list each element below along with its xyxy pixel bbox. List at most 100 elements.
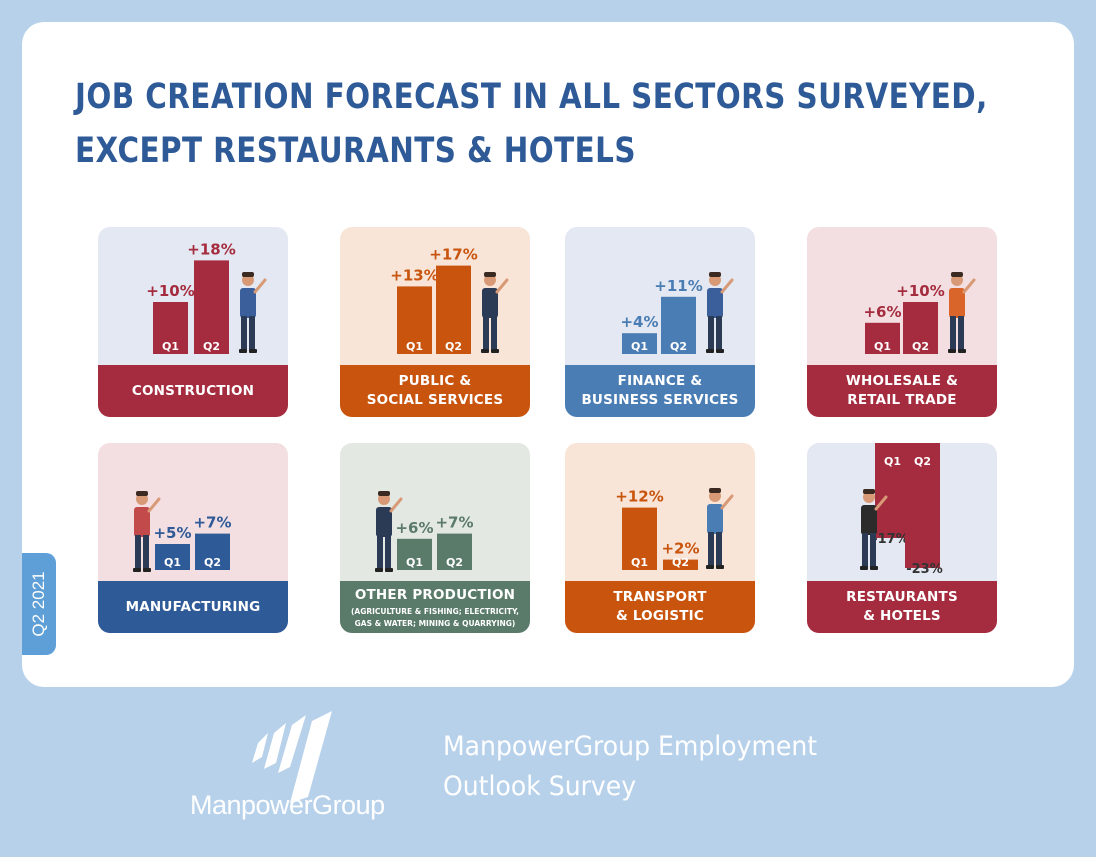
bar-value-label: +5% xyxy=(153,524,191,542)
sector-bar-chart: Q1 +6% Q2 +7% xyxy=(375,491,474,572)
survey-line-1: ManpowerGroup Employment xyxy=(443,731,818,762)
sector-tile: Q1 +6% Q2 +7% OTHER PRODUCTION (AGRICULTURE &… xyxy=(340,443,530,633)
bar-category-label: Q2 xyxy=(204,556,221,569)
bar-value-label: +17% xyxy=(429,246,477,264)
sector-tile: Q1 +5% Q2 +7% MANUFACTURING xyxy=(98,443,288,633)
bar-category-label: Q1 xyxy=(631,556,648,569)
title-line-2: EXCEPT RESTAURANTS & HOTELS xyxy=(75,131,636,171)
sector-label-band: TRANSPORT & LOGISTIC xyxy=(565,581,755,633)
seated-shopper-icon xyxy=(948,272,976,353)
sector-label-band: OTHER PRODUCTION (AGRICULTURE & FISHING; … xyxy=(340,581,530,633)
businesswoman-icon xyxy=(706,272,734,353)
bar-q1 xyxy=(155,544,190,570)
sector-bar-chart: Q1 +5% Q2 +7% xyxy=(133,491,232,572)
sector-name: RETAIL TRADE xyxy=(847,392,957,408)
sector-bar-chart: Q1 +6% Q2 +10% xyxy=(863,272,976,354)
bar-category-label: Q1 xyxy=(164,556,181,569)
period-tab: Q2 2021 xyxy=(22,553,56,655)
bar-value-label: +12% xyxy=(615,488,663,506)
manpowergroup-logo-icon xyxy=(252,711,332,803)
factory-worker-icon xyxy=(133,491,161,572)
sector-name: RESTAURANTS xyxy=(846,589,958,605)
brand-name: ManpowerGroup xyxy=(190,790,385,820)
period-label: Q2 2021 xyxy=(29,571,48,637)
sector-name: SOCIAL SERVICES xyxy=(366,392,504,408)
bar-value-label: +7% xyxy=(193,514,231,532)
courier-icon xyxy=(706,488,734,569)
title-line-1: JOB CREATION FORECAST IN ALL SECTORS SUR… xyxy=(75,77,988,117)
sector-label-band: WHOLESALE & RETAIL TRADE xyxy=(807,365,997,417)
sector-name: TRANSPORT xyxy=(613,589,707,605)
page-title: JOB CREATION FORECAST IN ALL SECTORS SUR… xyxy=(75,70,988,178)
sector-tile: Q1 +12% Q2 +2% TRANSPORT & LOGISTIC xyxy=(565,443,755,633)
sector-tile: Q1 +13% Q2 +17% PUBLIC & SOCIAL SERVICES xyxy=(340,227,530,417)
bar-q2 xyxy=(194,260,229,354)
sector-subtitle: (AGRICULTURE & FISHING; ELECTRICITY, xyxy=(350,606,520,616)
bar-value-label: +13% xyxy=(390,266,438,284)
bar-q1 xyxy=(875,443,910,538)
waiter-icon xyxy=(860,489,888,570)
bar-q1 xyxy=(622,507,657,570)
sector-name: WHOLESALE & xyxy=(845,373,959,389)
sector-tile: Q1 +10% Q2 +18% CONSTRUCTION xyxy=(98,227,288,417)
bar-q2 xyxy=(905,443,940,568)
sector-label-band: RESTAURANTS & HOTELS xyxy=(807,581,997,633)
bar-value-label: +2% xyxy=(661,540,699,558)
sector-name: PUBLIC & xyxy=(398,373,472,389)
farmer-icon xyxy=(375,491,403,572)
survey-title: ManpowerGroup Employment Outlook Survey xyxy=(443,727,817,807)
bar-value-label: +6% xyxy=(863,303,901,321)
bar-category-label: Q2 xyxy=(914,455,931,468)
bar-q1 xyxy=(865,322,900,354)
bar-q2 xyxy=(661,296,696,354)
sector-label-band: FINANCE & BUSINESS SERVICES xyxy=(565,365,755,417)
sector-name: BUSINESS SERVICES xyxy=(581,392,739,408)
bar-q1 xyxy=(397,538,432,570)
sector-subtitle: GAS & WATER; MINING & QUARRYING) xyxy=(354,618,516,628)
bar-category-label: Q1 xyxy=(631,340,648,353)
bar-category-label: Q2 xyxy=(445,340,462,353)
bar-value-label: +10% xyxy=(896,282,944,300)
sector-bar-chart: Q1 +13% Q2 +17% xyxy=(390,246,509,354)
bar-q2 xyxy=(663,559,698,570)
bar-q2 xyxy=(195,533,230,570)
bar-value-label: -23% xyxy=(906,562,943,577)
sector-tile: Q1 +6% Q2 +10% WHOLESALE & RETAIL TRADE xyxy=(807,227,997,417)
sector-bar-chart: Q1 +10% Q2 +18% xyxy=(146,240,267,354)
bar-q2 xyxy=(903,302,938,354)
sector-name: OTHER PRODUCTION xyxy=(354,586,516,603)
bar-category-label: Q1 xyxy=(884,455,901,468)
sector-name: FINANCE & xyxy=(617,373,703,389)
bar-value-label: +6% xyxy=(395,519,433,537)
bar-category-label: Q2 xyxy=(672,556,689,569)
bar-value-label: +4% xyxy=(620,313,658,331)
bar-value-label: +18% xyxy=(187,240,235,258)
bar-value-label: -17% xyxy=(872,532,909,547)
sector-bar-chart: Q1 +4% Q2 +11% xyxy=(620,272,734,354)
bar-value-label: +10% xyxy=(146,282,194,300)
sector-tile: Q1 -17% Q2 -23% RESTAURANTS & HOTELS xyxy=(807,443,997,633)
sector-name: MANUFACTURING xyxy=(125,598,261,615)
sector-label-band: MANUFACTURING xyxy=(98,581,288,633)
bar-q1 xyxy=(622,333,657,354)
bar-q2 xyxy=(437,533,472,570)
speaker-at-podium-icon xyxy=(481,272,509,353)
sector-name: CONSTRUCTION xyxy=(131,382,255,399)
bar-category-label: Q1 xyxy=(874,340,891,353)
bar-category-label: Q2 xyxy=(203,340,220,353)
bar-q2 xyxy=(436,265,471,354)
bar-q1 xyxy=(397,286,432,354)
bar-category-label: Q1 xyxy=(406,556,423,569)
bar-category-label: Q2 xyxy=(446,556,463,569)
sector-name: & LOGISTIC xyxy=(615,608,705,624)
bar-category-label: Q2 xyxy=(670,340,687,353)
sector-bar-chart: Q1 -17% Q2 -23% xyxy=(860,443,943,577)
bar-q1 xyxy=(153,302,188,354)
sector-bar-chart: Q1 +12% Q2+2% xyxy=(615,488,734,570)
bar-value-label: +7% xyxy=(435,514,473,532)
bar-value-label: +11% xyxy=(654,277,702,295)
bar-category-label: Q1 xyxy=(406,340,423,353)
survey-line-2: Outlook Survey xyxy=(443,771,637,802)
bar-category-label: Q1 xyxy=(162,340,179,353)
sector-label-band: CONSTRUCTION xyxy=(98,365,288,417)
